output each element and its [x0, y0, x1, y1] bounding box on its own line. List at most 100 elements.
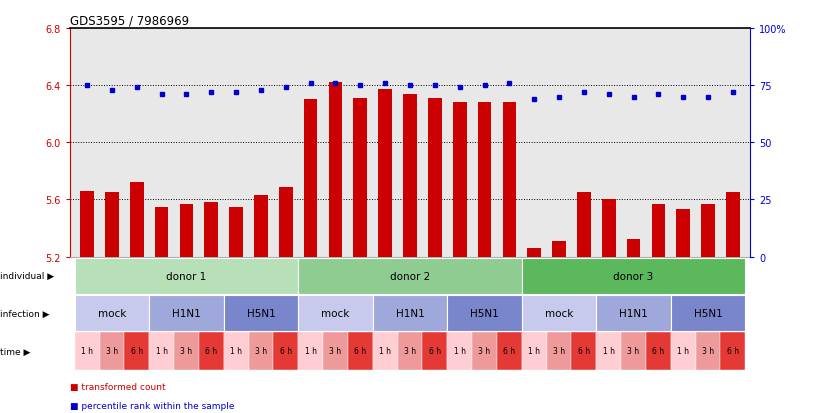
Text: infection ▶: infection ▶	[0, 309, 49, 318]
Bar	[670, 295, 744, 331]
Bar	[527, 248, 541, 257]
Bar	[248, 332, 273, 370]
Bar	[229, 207, 242, 257]
Bar	[521, 332, 546, 370]
Text: donor 3: donor 3	[613, 271, 653, 281]
Bar	[546, 332, 571, 370]
Bar	[347, 332, 373, 370]
Text: 3 h: 3 h	[255, 347, 267, 356]
Text: 6 h: 6 h	[503, 347, 515, 356]
Text: H1N1: H1N1	[618, 308, 647, 318]
Bar	[378, 90, 391, 257]
Bar	[521, 258, 744, 294]
Bar	[75, 258, 298, 294]
Text: mock: mock	[544, 308, 572, 318]
Bar	[601, 200, 615, 257]
Bar	[105, 193, 119, 257]
Bar	[328, 83, 342, 257]
Text: 6 h: 6 h	[577, 347, 589, 356]
Bar	[273, 332, 298, 370]
Bar	[278, 187, 292, 257]
Text: 6 h: 6 h	[279, 347, 292, 356]
Text: 3 h: 3 h	[329, 347, 342, 356]
Bar	[224, 295, 298, 331]
Bar	[502, 103, 515, 257]
Bar	[204, 203, 218, 257]
Bar	[397, 332, 422, 370]
Text: donor 2: donor 2	[389, 271, 430, 281]
Text: 6 h: 6 h	[130, 347, 143, 356]
Bar	[620, 332, 645, 370]
Bar	[403, 95, 416, 257]
Bar	[725, 193, 739, 257]
Text: 1 h: 1 h	[156, 347, 167, 356]
Bar	[80, 191, 94, 257]
Bar	[571, 332, 595, 370]
Bar	[577, 193, 590, 257]
Text: 6 h: 6 h	[428, 347, 441, 356]
Bar	[595, 332, 620, 370]
Bar	[298, 332, 323, 370]
Text: mock: mock	[321, 308, 349, 318]
Bar	[477, 103, 491, 257]
Bar	[595, 295, 670, 331]
Text: 6 h: 6 h	[652, 347, 663, 356]
Bar	[99, 332, 124, 370]
Text: 6 h: 6 h	[205, 347, 217, 356]
Text: H1N1: H1N1	[172, 308, 201, 318]
Text: H5N1: H5N1	[469, 308, 498, 318]
Text: 1 h: 1 h	[602, 347, 614, 356]
Bar	[254, 196, 268, 257]
Bar	[298, 295, 373, 331]
Text: 1 h: 1 h	[676, 347, 689, 356]
Bar	[149, 332, 174, 370]
Bar	[700, 204, 714, 257]
Text: individual ▶: individual ▶	[0, 272, 54, 280]
Bar	[521, 295, 595, 331]
Text: 1 h: 1 h	[305, 347, 316, 356]
Bar	[695, 332, 720, 370]
Bar	[174, 332, 199, 370]
Bar	[645, 332, 670, 370]
Bar	[75, 295, 149, 331]
Text: 6 h: 6 h	[354, 347, 366, 356]
Bar	[670, 332, 695, 370]
Text: 3 h: 3 h	[552, 347, 564, 356]
Bar	[199, 332, 224, 370]
Bar	[651, 204, 664, 257]
Bar	[428, 99, 441, 257]
Bar	[373, 295, 446, 331]
Bar	[124, 332, 149, 370]
Bar	[676, 210, 690, 257]
Text: mock: mock	[97, 308, 126, 318]
Text: 1 h: 1 h	[81, 347, 93, 356]
Text: donor 1: donor 1	[166, 271, 206, 281]
Bar	[179, 204, 193, 257]
Text: 3 h: 3 h	[627, 347, 639, 356]
Bar	[452, 103, 466, 257]
Text: H5N1: H5N1	[247, 308, 275, 318]
Text: 3 h: 3 h	[106, 347, 118, 356]
Text: time ▶: time ▶	[0, 347, 30, 356]
Bar	[129, 183, 143, 257]
Bar	[551, 241, 565, 257]
Text: ■ transformed count: ■ transformed count	[70, 382, 165, 391]
Bar	[496, 332, 521, 370]
Bar	[323, 332, 347, 370]
Text: 3 h: 3 h	[180, 347, 192, 356]
Text: ■ percentile rank within the sample: ■ percentile rank within the sample	[70, 401, 234, 411]
Text: 3 h: 3 h	[404, 347, 415, 356]
Bar	[155, 207, 168, 257]
Text: 6 h: 6 h	[726, 347, 738, 356]
Text: H1N1: H1N1	[395, 308, 424, 318]
Bar	[373, 332, 397, 370]
Bar	[353, 99, 367, 257]
Bar	[472, 332, 496, 370]
Text: 3 h: 3 h	[477, 347, 490, 356]
Text: 1 h: 1 h	[378, 347, 391, 356]
Bar	[720, 332, 744, 370]
Text: 1 h: 1 h	[230, 347, 242, 356]
Text: 1 h: 1 h	[527, 347, 540, 356]
Bar	[298, 258, 521, 294]
Bar	[422, 332, 446, 370]
